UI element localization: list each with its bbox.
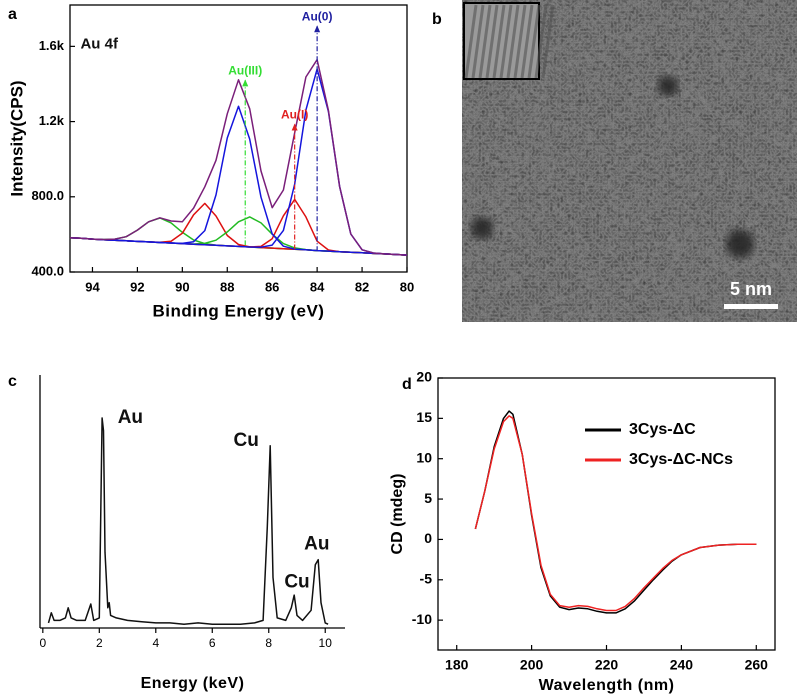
inset-fringe [534, 4, 548, 79]
x-tick-label: 88 [220, 279, 234, 294]
x-tick-label: 200 [520, 657, 544, 673]
annotation: Au [118, 407, 143, 428]
particle [726, 230, 754, 258]
inset-fringe [499, 4, 513, 79]
data-line [69, 217, 408, 256]
y-tick-label: 800.0 [31, 188, 64, 203]
particle [471, 217, 493, 239]
x-tick-label: 2 [96, 636, 103, 650]
x-tick-label: 4 [152, 636, 159, 650]
y-tick-label: 15 [416, 409, 432, 425]
panel-label: c [8, 373, 17, 390]
panel: 0 2 4 6 8 10 c Energy (keV) Au Cu Cu Au [8, 373, 345, 692]
x-tick-label: 180 [445, 657, 469, 673]
inset-fringe [492, 4, 506, 79]
annotation: Au(III) [228, 64, 262, 78]
x-tick-label: 220 [595, 657, 619, 673]
inset-fringe [541, 4, 555, 79]
inset-fringe [478, 4, 492, 79]
y-tick-label: 400.0 [31, 263, 64, 278]
annotation: Cu [284, 571, 309, 592]
y-axis-title: CD (mdeg) [389, 474, 406, 555]
scale-bar-label: 5 nm [730, 279, 772, 299]
x-tick-label: 80 [400, 279, 414, 294]
panel: 180 200 220 240 260 -10 -5 0 5 10 15 20d Wavelength … [389, 369, 776, 694]
x-tick-label: 84 [310, 279, 325, 294]
legend-label: 3Cys-ΔC-NCs [629, 451, 733, 468]
data-line [47, 417, 329, 625]
annotation-arrow [314, 25, 321, 33]
y-tick-label: -10 [412, 611, 432, 627]
y-tick-label: -5 [420, 570, 433, 586]
inset-fringe [471, 4, 485, 79]
x-tick-label: 94 [85, 279, 100, 294]
panel-label: b [432, 11, 442, 28]
annotation: Au 4f [80, 35, 119, 52]
inset-fringe [513, 4, 527, 79]
y-tick-label: 1.6k [39, 38, 65, 53]
x-tick-label: 6 [209, 636, 216, 650]
y-tick-label: 10 [416, 449, 432, 465]
x-tick-label: 8 [265, 636, 272, 650]
y-tick-label: 20 [416, 369, 432, 385]
x-tick-label: 240 [670, 657, 694, 673]
panel-label: a [8, 6, 17, 23]
data-line [69, 202, 408, 256]
x-axis-title: Binding Energy (eV) [153, 301, 325, 320]
plot-frame [69, 4, 408, 273]
x-axis-title: Wavelength (nm) [539, 677, 675, 694]
scale-bar [724, 304, 778, 309]
annotation: Au [304, 534, 329, 555]
data-line [69, 105, 408, 256]
panel: 94 92 90 88 86 84 82 80 400.0 800.0 1.2k 1.6k a Bindi… [7, 4, 414, 320]
annotation: Au(I) [281, 108, 308, 122]
annotation-arrow [242, 79, 249, 87]
y-tick-label: 0 [424, 530, 432, 546]
x-tick-label: 92 [130, 279, 144, 294]
x-tick-label: 90 [175, 279, 189, 294]
legend-label: 3Cys-ΔC [629, 421, 696, 438]
inset-fringe [527, 4, 541, 79]
y-tick-label: 5 [424, 490, 432, 506]
tem-image: 5 nm b [432, 0, 797, 322]
y-axis-title: Intensity(CPS) [7, 80, 26, 196]
data-line [474, 410, 757, 614]
inset-fringe [506, 4, 520, 79]
data-line [69, 216, 408, 256]
particle [658, 76, 678, 96]
x-tick-label: 260 [745, 657, 769, 673]
annotation: Cu [233, 430, 258, 451]
inset-fringe [464, 4, 478, 79]
annotation-arrow [291, 123, 298, 131]
inset-fringe [520, 4, 534, 79]
inset-fringe [485, 4, 499, 79]
x-tick-label: 10 [319, 636, 333, 650]
data-line [69, 68, 408, 256]
x-tick-label: 82 [355, 279, 369, 294]
annotation: Au(0) [302, 9, 333, 23]
x-axis-title: Energy (keV) [141, 675, 245, 692]
panel-label: d [402, 376, 412, 393]
data-line [69, 58, 408, 256]
data-line [474, 415, 757, 612]
x-tick-label: 0 [39, 636, 46, 650]
x-tick-label: 86 [265, 279, 279, 294]
plot-frame [437, 377, 776, 651]
y-tick-label: 1.2k [39, 113, 65, 128]
